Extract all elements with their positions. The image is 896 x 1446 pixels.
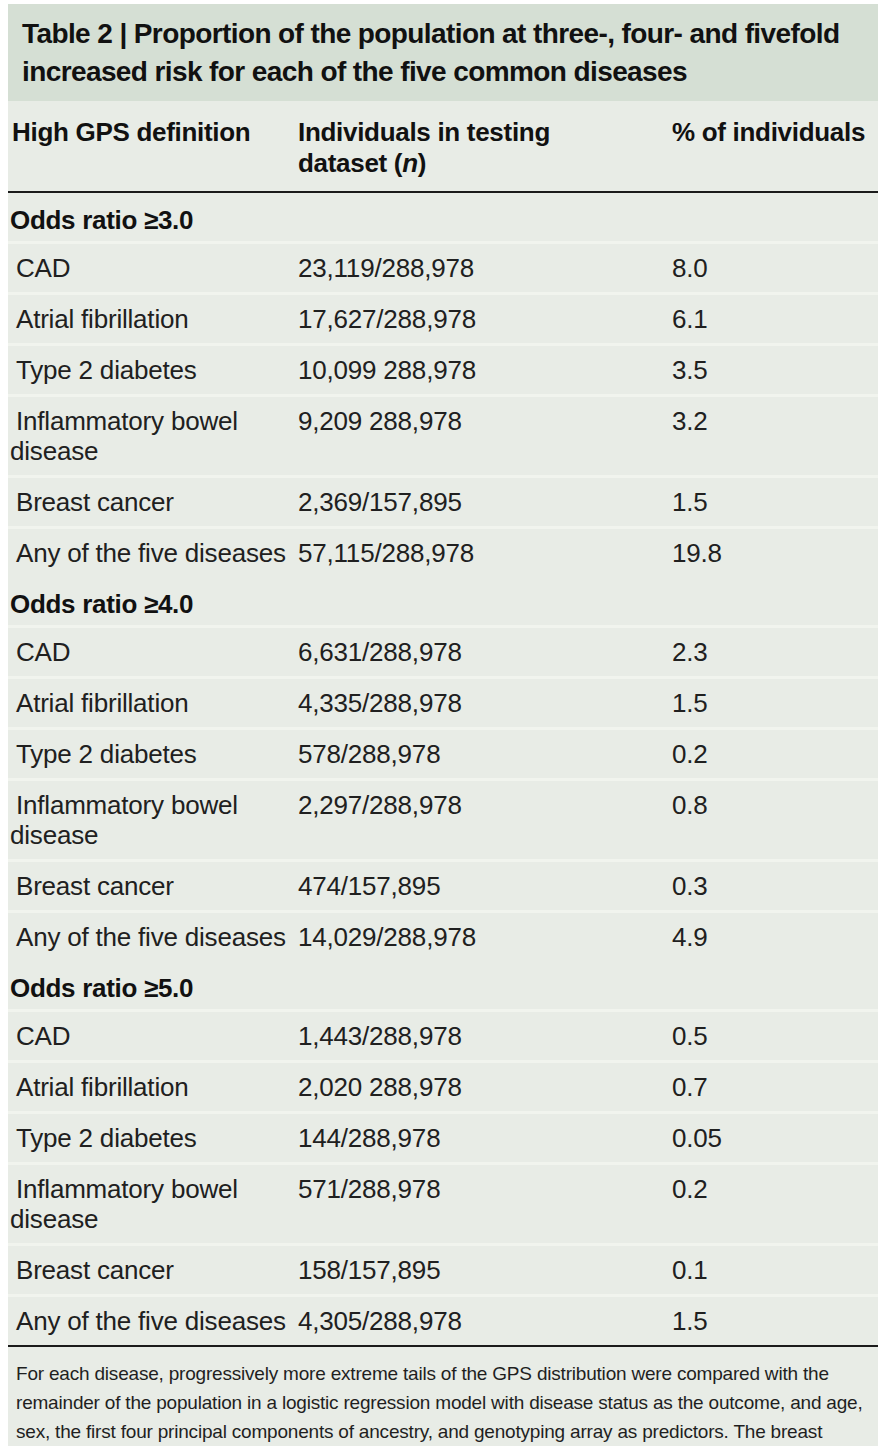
percent-cell: 3.2 bbox=[672, 406, 878, 436]
count-cell: 4,305/288,978 bbox=[298, 1306, 672, 1336]
count-cell: 474/157,895 bbox=[298, 871, 672, 901]
count-cell: 23,119/288,978 bbox=[298, 253, 672, 283]
disease-cell: Atrial fibrillation bbox=[8, 304, 298, 334]
count-cell: 4,335/288,978 bbox=[298, 688, 672, 718]
column-header-individuals-suffix: ) bbox=[418, 148, 426, 178]
column-header-row: High GPS definition Individuals in testi… bbox=[8, 101, 878, 193]
disease-cell: Atrial fibrillation bbox=[8, 1072, 298, 1102]
table-row: Breast cancer 474/157,895 0.3 bbox=[8, 859, 878, 910]
table-row: Type 2 diabetes 578/288,978 0.2 bbox=[8, 727, 878, 778]
percent-cell: 1.5 bbox=[672, 1306, 878, 1336]
disease-cell: Type 2 diabetes bbox=[8, 355, 298, 385]
column-header-individuals-in-testing-dataset: Individuals in testing dataset (n) bbox=[298, 117, 672, 179]
table-row: Type 2 diabetes 144/288,978 0.05 bbox=[8, 1111, 878, 1162]
disease-cell: Inflammatory bowel disease bbox=[8, 790, 298, 850]
disease-cell: CAD bbox=[8, 253, 298, 283]
disease-cell: Atrial fibrillation bbox=[8, 688, 298, 718]
section-header-odds-ratio-3: Odds ratio ≥3.0 bbox=[8, 193, 878, 241]
table-row: Atrial fibrillation 4,335/288,978 1.5 bbox=[8, 676, 878, 727]
count-cell: 158/157,895 bbox=[298, 1255, 672, 1285]
count-cell: 571/288,978 bbox=[298, 1174, 672, 1204]
column-header-n-italic: n bbox=[402, 148, 418, 178]
percent-cell: 3.5 bbox=[672, 355, 878, 385]
count-cell: 2,369/157,895 bbox=[298, 487, 672, 517]
percent-cell: 0.7 bbox=[672, 1072, 878, 1102]
table-row: Atrial fibrillation 17,627/288,978 6.1 bbox=[8, 292, 878, 343]
percent-cell: 19.8 bbox=[672, 538, 878, 568]
count-cell: 2,020 288,978 bbox=[298, 1072, 672, 1102]
percent-cell: 0.2 bbox=[672, 739, 878, 769]
section-header-odds-ratio-5: Odds ratio ≥5.0 bbox=[8, 961, 878, 1009]
table-footnote: For each disease, progressively more ext… bbox=[8, 1347, 878, 1446]
table-title: Table 2 | Proportion of the population a… bbox=[22, 15, 862, 91]
section-header-odds-ratio-4: Odds ratio ≥4.0 bbox=[8, 577, 878, 625]
table-row: Atrial fibrillation 2,020 288,978 0.7 bbox=[8, 1060, 878, 1111]
percent-cell: 0.05 bbox=[672, 1123, 878, 1153]
disease-cell: Breast cancer bbox=[8, 1255, 298, 1285]
table-row: Breast cancer 158/157,895 0.1 bbox=[8, 1243, 878, 1294]
table-row: Any of the five diseases 4,305/288,978 1… bbox=[8, 1294, 878, 1345]
percent-cell: 1.5 bbox=[672, 487, 878, 517]
disease-cell: Breast cancer bbox=[8, 487, 298, 517]
count-cell: 1,443/288,978 bbox=[298, 1021, 672, 1051]
disease-cell: Any of the five diseases bbox=[8, 922, 298, 952]
table-row: CAD 1,443/288,978 0.5 bbox=[8, 1009, 878, 1060]
disease-cell: Inflammatory bowel disease bbox=[8, 1174, 298, 1234]
percent-cell: 8.0 bbox=[672, 253, 878, 283]
count-cell: 2,297/288,978 bbox=[298, 790, 672, 820]
disease-cell: CAD bbox=[8, 1021, 298, 1051]
table-2-container: Table 2 | Proportion of the population a… bbox=[8, 4, 878, 1446]
count-cell: 57,115/288,978 bbox=[298, 538, 672, 568]
percent-cell: 4.9 bbox=[672, 922, 878, 952]
percent-cell: 6.1 bbox=[672, 304, 878, 334]
disease-cell: Type 2 diabetes bbox=[8, 739, 298, 769]
count-cell: 144/288,978 bbox=[298, 1123, 672, 1153]
disease-cell: CAD bbox=[8, 637, 298, 667]
percent-cell: 0.1 bbox=[672, 1255, 878, 1285]
count-cell: 6,631/288,978 bbox=[298, 637, 672, 667]
column-header-high-gps-definition: High GPS definition bbox=[8, 117, 298, 148]
disease-cell: Type 2 diabetes bbox=[8, 1123, 298, 1153]
table-row: CAD 23,119/288,978 8.0 bbox=[8, 241, 878, 292]
disease-cell: Breast cancer bbox=[8, 871, 298, 901]
table-row: Inflammatory bowel disease 2,297/288,978… bbox=[8, 778, 878, 859]
table-row: CAD 6,631/288,978 2.3 bbox=[8, 625, 878, 676]
table-row: Type 2 diabetes 10,099 288,978 3.5 bbox=[8, 343, 878, 394]
percent-cell: 1.5 bbox=[672, 688, 878, 718]
count-cell: 14,029/288,978 bbox=[298, 922, 672, 952]
table-row: Any of the five diseases 14,029/288,978 … bbox=[8, 910, 878, 961]
count-cell: 10,099 288,978 bbox=[298, 355, 672, 385]
table-row: Breast cancer 2,369/157,895 1.5 bbox=[8, 475, 878, 526]
table-row: Inflammatory bowel disease 9,209 288,978… bbox=[8, 394, 878, 475]
disease-cell: Any of the five diseases bbox=[8, 1306, 298, 1336]
count-cell: 17,627/288,978 bbox=[298, 304, 672, 334]
percent-cell: 0.3 bbox=[672, 871, 878, 901]
count-cell: 9,209 288,978 bbox=[298, 406, 672, 436]
table-title-band: Table 2 | Proportion of the population a… bbox=[8, 4, 878, 101]
percent-cell: 0.8 bbox=[672, 790, 878, 820]
disease-cell: Any of the five diseases bbox=[8, 538, 298, 568]
column-header-percent-of-individuals: % of individuals bbox=[672, 117, 878, 148]
count-cell: 578/288,978 bbox=[298, 739, 672, 769]
table-row: Any of the five diseases 57,115/288,978 … bbox=[8, 526, 878, 577]
percent-cell: 0.2 bbox=[672, 1174, 878, 1204]
table-row: Inflammatory bowel disease 571/288,978 0… bbox=[8, 1162, 878, 1243]
percent-cell: 0.5 bbox=[672, 1021, 878, 1051]
disease-cell: Inflammatory bowel disease bbox=[8, 406, 298, 466]
percent-cell: 2.3 bbox=[672, 637, 878, 667]
